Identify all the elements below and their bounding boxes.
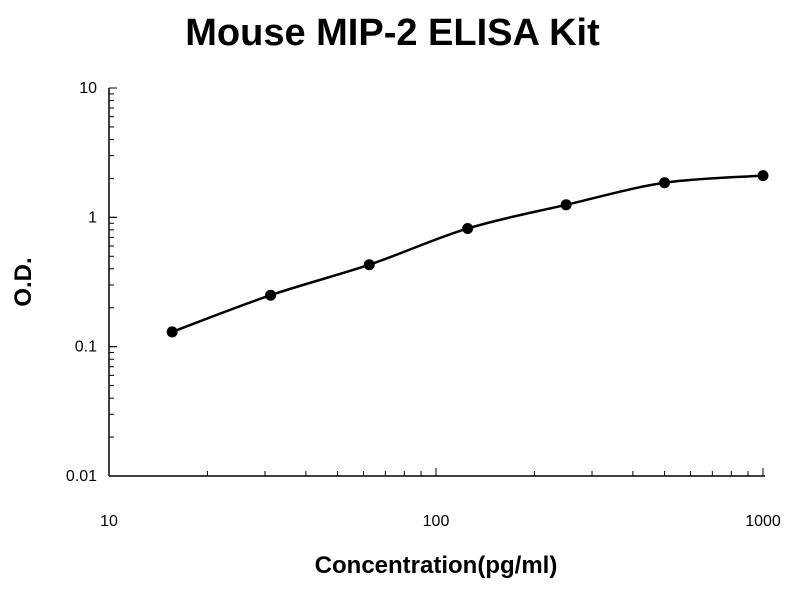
y-axis-title: O.D.: [10, 257, 37, 306]
data-point: [659, 177, 671, 189]
x-axis-title: Concentration(pg/ml): [315, 552, 558, 579]
x-tick-label: 10: [100, 513, 118, 530]
y-tick-label: 0.01: [66, 468, 97, 485]
data-point: [560, 199, 572, 211]
data-point: [265, 289, 277, 301]
fit-curve-group: [171, 174, 764, 334]
fit-curve: [171, 174, 764, 334]
data-point: [462, 222, 474, 234]
y-tick-label: 10: [79, 80, 97, 97]
x-tick-label: 100: [423, 513, 450, 530]
chart-tick-labels: 10 100 1000 10 1 0.1 0.01: [66, 80, 781, 530]
data-points-group: [166, 170, 769, 338]
data-point: [166, 326, 178, 338]
chart-title: Mouse MIP-2 ELISA Kit: [185, 12, 600, 54]
y-tick-label: 0.1: [75, 339, 97, 356]
x-tick-label: 1000: [745, 513, 781, 530]
chart-ticks: [108, 87, 764, 477]
data-point: [363, 259, 375, 271]
data-point: [757, 170, 769, 182]
chart-axes: [108, 88, 765, 477]
y-tick-label: 1: [88, 209, 97, 226]
